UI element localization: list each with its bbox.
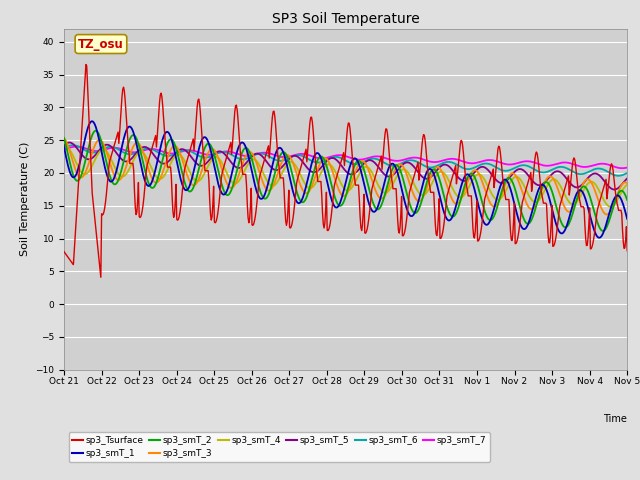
Text: Time: Time xyxy=(604,414,627,424)
Text: TZ_osu: TZ_osu xyxy=(78,37,124,50)
Y-axis label: Soil Temperature (C): Soil Temperature (C) xyxy=(20,142,29,256)
Legend: sp3_Tsurface, sp3_smT_1, sp3_smT_2, sp3_smT_3, sp3_smT_4, sp3_smT_5, sp3_smT_6, : sp3_Tsurface, sp3_smT_1, sp3_smT_2, sp3_… xyxy=(68,432,490,462)
Title: SP3 Soil Temperature: SP3 Soil Temperature xyxy=(272,12,419,26)
